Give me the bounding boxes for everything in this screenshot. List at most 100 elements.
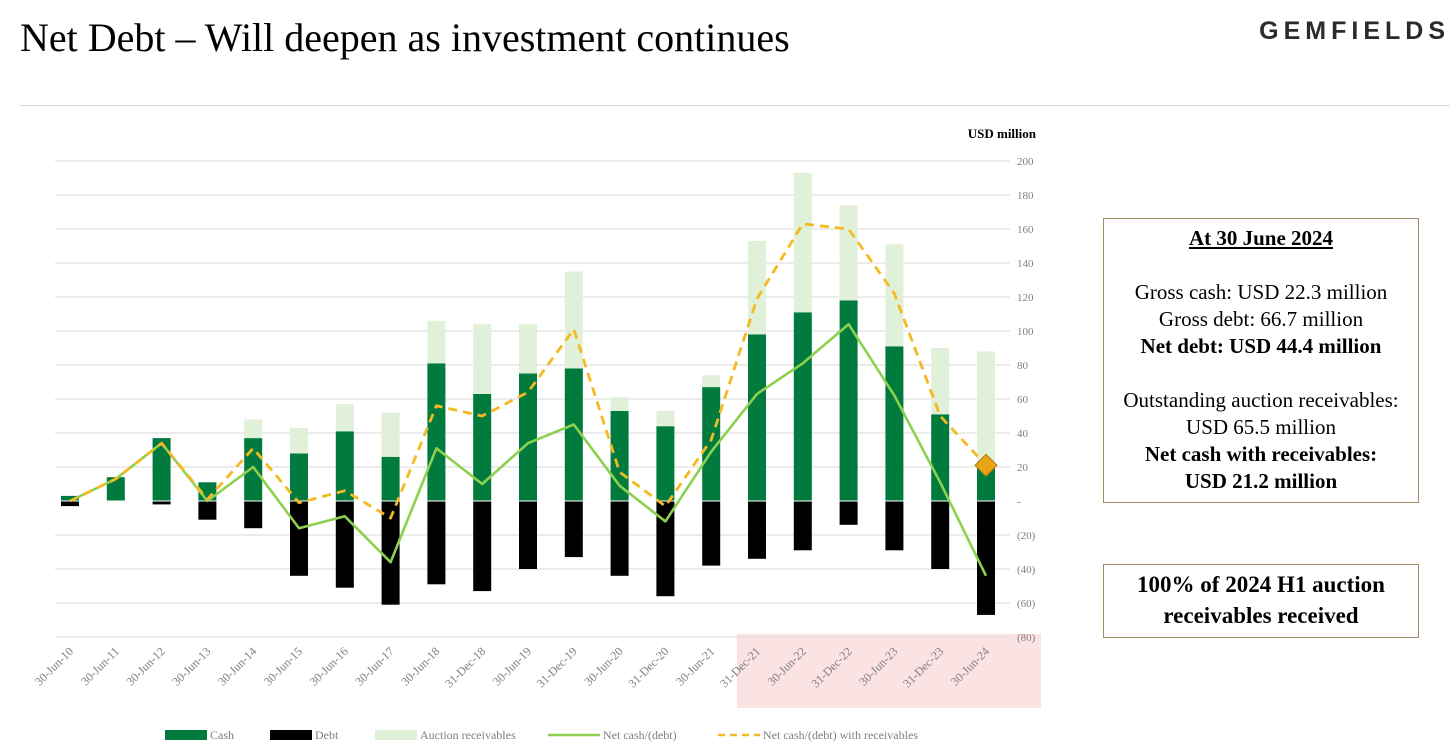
net-debt-text: Net debt: USD 44.4 million <box>1140 334 1382 358</box>
x-tick-label: 30-Jun-10 <box>32 644 76 688</box>
legend-label: Auction receivables <box>420 728 516 742</box>
gemfields-logo: GEMFIELDS <box>1259 17 1450 45</box>
bar-receivables <box>335 404 354 432</box>
bar-debt <box>610 501 629 576</box>
legend-label: Net cash/(debt) <box>603 728 677 742</box>
x-tick-label: 30-Jun-11 <box>78 644 122 688</box>
spacer <box>1104 360 1418 387</box>
bar-receivables <box>381 412 400 457</box>
bar-debt <box>931 501 950 569</box>
bar-debt <box>839 501 858 525</box>
header-divider <box>20 105 1450 106</box>
bar-debt <box>381 501 400 605</box>
bar-cash <box>61 495 79 501</box>
bar-debt <box>61 501 79 507</box>
receivables-callout: 100% of 2024 H1 auction receivables rece… <box>1103 564 1419 638</box>
legend-label: Debt <box>315 728 339 742</box>
y-tick-label: (80) <box>1017 632 1036 644</box>
bar-debt <box>748 501 766 559</box>
gross-debt-text: Gross debt: 66.7 million <box>1158 307 1364 331</box>
y-tick-label: 40 <box>1017 428 1029 440</box>
bar-cash <box>473 393 492 501</box>
info-box-heading: At 30 June 2024 <box>1188 226 1334 250</box>
highlight-band <box>737 634 1041 708</box>
bar-receivables <box>656 410 675 427</box>
bar-debt <box>977 501 995 615</box>
bar-cash <box>839 300 858 501</box>
bar-cash <box>106 477 125 501</box>
x-tick-label: 30-Jun-15 <box>261 644 305 688</box>
bar-receivables <box>564 271 583 369</box>
bar-cash <box>610 410 629 501</box>
receivables-value: USD 65.5 million <box>1186 415 1336 439</box>
bar-cash <box>335 431 354 501</box>
net-cash-receivables-label: Net cash with receivables: <box>1144 442 1378 466</box>
y-tick-label: - <box>1017 496 1021 508</box>
callout-line-2: receivables received <box>1163 603 1359 628</box>
bar-debt <box>152 501 171 505</box>
marker-diamond <box>974 453 998 478</box>
bar-cash <box>381 456 400 501</box>
bar-cash <box>519 373 537 501</box>
page-title: Net Debt – Will deepen as investment con… <box>20 15 790 60</box>
bar-cash <box>885 346 904 501</box>
bar-cash <box>656 426 675 501</box>
bar-cash <box>152 438 171 501</box>
x-tick-label: 30-Jun-17 <box>352 644 396 688</box>
x-tick-label: 31-Dec-20 <box>625 644 671 690</box>
y-tick-label: 60 <box>1017 394 1029 406</box>
y-tick-label: 180 <box>1017 190 1034 202</box>
bar-cash <box>931 414 950 501</box>
bar-debt <box>656 501 675 597</box>
y-tick-label: 80 <box>1017 360 1029 372</box>
legend-swatch <box>165 730 207 740</box>
x-tick-label: 31-Dec-18 <box>442 644 488 690</box>
legend-label: Cash <box>210 728 234 742</box>
net-debt-chart: 200 180 160 140 120 100 80 60 40 20 - (20) (40) (60) (… <box>32 126 1041 742</box>
bar-cash <box>427 363 446 501</box>
bar-cash <box>290 453 308 501</box>
info-box-30-june-2024: At 30 June 2024 Gross cash: USD 22.3 mil… <box>1103 218 1419 503</box>
bar-receivables <box>839 205 858 301</box>
gross-cash-text: Gross cash: USD 22.3 million <box>1134 280 1388 304</box>
x-tick-label: 30-Jun-18 <box>398 644 442 688</box>
bar-debt <box>198 501 217 520</box>
legend-swatch <box>375 730 417 740</box>
bar-cash <box>244 438 263 501</box>
bar-receivables <box>290 427 308 454</box>
y-tick-label: 100 <box>1017 326 1034 338</box>
x-tick-label: 30-Jun-16 <box>307 644 351 688</box>
x-tick-label: 30-Jun-14 <box>215 644 259 688</box>
callout-line-1: 100% of 2024 H1 auction <box>1137 572 1385 597</box>
y-tick-label: 120 <box>1017 292 1034 304</box>
y-tick-label: (20) <box>1017 530 1036 542</box>
bar-debt <box>427 501 446 585</box>
bar-cash <box>564 368 583 501</box>
bar-receivables <box>427 320 446 364</box>
bar-receivables <box>244 419 263 439</box>
bar-debt <box>564 501 583 558</box>
x-tick-label: 30-Jun-13 <box>169 644 213 688</box>
bar-debt <box>885 501 904 551</box>
bar-debt <box>335 501 354 588</box>
legend-swatch <box>270 730 312 740</box>
bar-receivables <box>519 324 537 374</box>
y-tick-label: 140 <box>1017 258 1034 270</box>
x-tick-label: 30-Jun-12 <box>123 644 167 688</box>
bar-receivables <box>931 348 950 415</box>
bar-debt <box>290 501 308 576</box>
bar-receivables <box>610 397 629 411</box>
bar-receivables <box>793 172 812 313</box>
y-tick-label: (40) <box>1017 564 1036 576</box>
bar-receivables <box>473 324 492 394</box>
bar-cash <box>977 463 995 501</box>
bar-receivables <box>977 351 995 464</box>
bar-debt <box>793 501 812 551</box>
receivables-label: Outstanding auction receivables: <box>1123 388 1399 412</box>
y-tick-label: 20 <box>1017 462 1029 474</box>
bar-debt <box>473 501 492 592</box>
net-cash-receivables-value: USD 21.2 million <box>1184 469 1338 493</box>
y-tick-label: 160 <box>1017 224 1034 236</box>
x-tick-label: 31-Dec-19 <box>534 644 580 690</box>
bar-cash <box>748 334 766 501</box>
